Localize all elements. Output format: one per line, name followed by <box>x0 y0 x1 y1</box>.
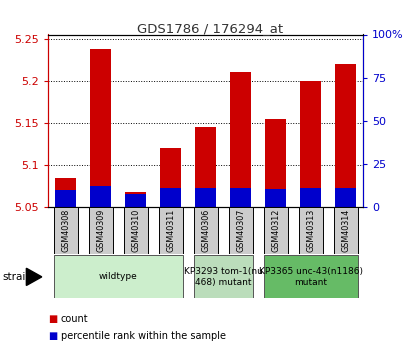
Bar <box>195 127 216 207</box>
Text: GDS1786 / 176294_at: GDS1786 / 176294_at <box>137 22 283 36</box>
Text: count: count <box>61 314 89 324</box>
Bar <box>299 207 323 254</box>
Bar <box>55 178 76 207</box>
Bar <box>159 207 183 254</box>
Bar <box>125 194 146 207</box>
Bar <box>54 207 78 254</box>
Text: strain: strain <box>2 272 32 282</box>
Bar <box>160 148 181 207</box>
Text: wildtype: wildtype <box>99 272 138 282</box>
Bar <box>300 188 321 207</box>
Bar <box>194 207 218 254</box>
Bar <box>265 119 286 207</box>
Text: ■: ■ <box>48 332 58 341</box>
Bar <box>54 255 183 298</box>
Bar <box>228 207 253 254</box>
Bar <box>264 207 288 254</box>
Text: KP3365 unc-43(n1186)
mutant: KP3365 unc-43(n1186) mutant <box>259 267 363 287</box>
Bar <box>195 188 216 207</box>
Text: KP3293 tom-1(nu
468) mutant: KP3293 tom-1(nu 468) mutant <box>184 267 263 287</box>
Text: GSM40308: GSM40308 <box>61 209 70 252</box>
Text: percentile rank within the sample: percentile rank within the sample <box>61 332 226 341</box>
Bar <box>55 190 76 207</box>
Text: GSM40307: GSM40307 <box>236 209 245 252</box>
Bar <box>125 192 146 207</box>
Text: GSM40306: GSM40306 <box>201 209 210 252</box>
Bar <box>89 207 113 254</box>
Bar <box>90 186 111 207</box>
Bar <box>230 72 251 207</box>
Bar <box>265 189 286 207</box>
Text: ■: ■ <box>48 314 58 324</box>
Bar <box>335 188 356 207</box>
Text: GSM40313: GSM40313 <box>306 209 315 252</box>
Text: GSM40309: GSM40309 <box>96 209 105 252</box>
Text: GSM40312: GSM40312 <box>271 209 280 252</box>
Bar <box>160 188 181 207</box>
Text: GSM40314: GSM40314 <box>341 209 350 252</box>
Polygon shape <box>26 268 42 286</box>
Bar <box>123 207 148 254</box>
Bar <box>300 81 321 207</box>
Bar <box>230 188 251 207</box>
Bar <box>90 49 111 207</box>
Bar <box>194 255 253 298</box>
Bar <box>333 207 358 254</box>
Text: GSM40311: GSM40311 <box>166 209 175 252</box>
Bar <box>264 255 358 298</box>
Text: GSM40310: GSM40310 <box>131 209 140 252</box>
Bar <box>335 64 356 207</box>
